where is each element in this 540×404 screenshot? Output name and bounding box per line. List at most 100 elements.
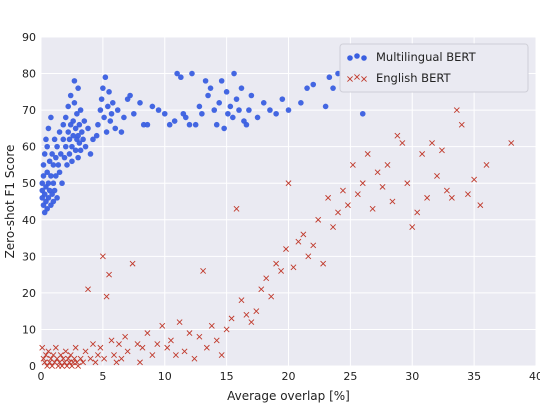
data-point-english-bert	[154, 341, 161, 347]
x-stroke	[344, 202, 351, 209]
data-point-multilingual-bert	[189, 70, 195, 77]
data-point-multilingual-bert	[100, 85, 106, 91]
y-tick-label: 50	[22, 177, 36, 190]
data-point-multilingual-bert	[304, 85, 310, 91]
legend-marker-multilingual-bert	[347, 53, 367, 61]
data-point-english-bert	[369, 205, 376, 212]
data-point-english-bert	[305, 253, 312, 260]
x-stroke	[409, 224, 416, 231]
data-point-english-bert	[111, 352, 117, 358]
x-stroke	[137, 359, 143, 366]
data-point-multilingual-bert	[80, 136, 86, 143]
x-stroke	[434, 172, 440, 179]
data-point-multilingual-bert	[58, 151, 64, 157]
data-point-multilingual-bert	[64, 162, 70, 168]
data-point-english-bert	[354, 191, 361, 198]
x-stroke	[361, 76, 367, 82]
data-point-english-bert	[45, 348, 52, 355]
data-point-english-bert	[364, 151, 371, 157]
x-stroke	[144, 330, 151, 337]
x-stroke	[414, 209, 421, 216]
data-point-english-bert	[144, 330, 151, 337]
data-point-english-bert	[258, 286, 265, 293]
legend-x-icon	[361, 76, 367, 82]
data-point-multilingual-bert	[48, 173, 54, 179]
x-stroke	[108, 337, 115, 344]
x-stroke	[330, 224, 336, 231]
legend: Multilingual BERT English BERT	[339, 43, 529, 93]
data-point-english-bert	[103, 293, 110, 300]
data-point-multilingual-bert	[44, 143, 50, 150]
y-tick-label: 60	[22, 141, 36, 154]
data-point-multilingual-bert	[109, 100, 116, 106]
x-stroke	[191, 355, 198, 362]
data-point-english-bert	[87, 355, 94, 362]
x-stroke	[99, 253, 106, 260]
data-point-multilingual-bert	[298, 100, 304, 106]
data-point-english-bert	[399, 140, 406, 146]
data-point-multilingual-bert	[50, 180, 57, 187]
data-point-multilingual-bert	[50, 162, 57, 168]
data-point-english-bert	[320, 260, 327, 267]
data-point-english-bert	[243, 311, 250, 318]
data-point-english-bert	[508, 140, 515, 146]
x-stroke	[67, 352, 74, 358]
data-point-english-bert	[248, 319, 255, 326]
data-point-english-bert	[414, 209, 421, 216]
data-point-english-bert	[384, 162, 391, 168]
data-marks	[39, 70, 515, 369]
x-stroke	[186, 330, 193, 337]
x-stroke	[394, 132, 401, 139]
data-point-english-bert	[137, 359, 143, 366]
data-point-multilingual-bert	[359, 110, 366, 117]
data-point-multilingual-bert	[70, 118, 76, 124]
data-point-english-bert	[196, 333, 203, 340]
data-point-english-bert	[168, 337, 174, 344]
tick-labels: 0 5 10 15 20 25 30 35 40 0 10 20 30 40 50 60 70 80 90	[22, 31, 540, 383]
data-point-english-bert	[424, 194, 431, 201]
data-point-english-bert	[52, 344, 59, 351]
data-point-multilingual-bert	[330, 85, 336, 91]
data-point-multilingual-bert	[207, 85, 214, 91]
y-tick-label: 30	[22, 250, 36, 263]
data-point-multilingual-bert	[106, 89, 112, 95]
x-stroke	[139, 344, 146, 351]
data-point-english-bert	[394, 132, 401, 139]
data-point-multilingual-bert	[186, 121, 193, 128]
data-point-english-bert	[285, 180, 292, 187]
data-point-multilingual-bert	[93, 132, 100, 139]
x-stroke	[44, 363, 51, 369]
data-point-multilingual-bert	[81, 118, 88, 124]
data-point-english-bert	[458, 121, 465, 128]
data-point-english-bert	[310, 242, 317, 249]
data-point-multilingual-bert	[216, 100, 222, 106]
data-point-multilingual-bert	[75, 85, 81, 91]
x-stroke	[49, 363, 56, 369]
data-point-multilingual-bert	[267, 107, 273, 113]
x-stroke	[181, 348, 188, 355]
data-point-multilingual-bert	[85, 125, 91, 132]
data-point-multilingual-bert	[40, 173, 47, 179]
data-point-english-bert	[95, 352, 101, 358]
data-point-multilingual-bert	[243, 121, 250, 128]
data-point-english-bert	[75, 363, 82, 369]
x-stroke	[208, 322, 215, 329]
data-point-english-bert	[374, 169, 381, 176]
data-point-english-bert	[434, 172, 440, 179]
x-stroke	[154, 341, 161, 347]
x-stroke	[64, 363, 70, 369]
data-point-multilingual-bert	[72, 147, 79, 154]
data-point-english-bert	[92, 359, 99, 366]
x-stroke	[248, 319, 255, 326]
x-stroke	[113, 359, 120, 366]
x-stroke	[258, 286, 265, 293]
x-tick-label: 25	[343, 370, 357, 383]
data-point-english-bert	[40, 355, 47, 362]
x-stroke	[116, 341, 122, 347]
data-point-multilingual-bert	[54, 195, 60, 201]
data-point-english-bert	[108, 337, 115, 344]
data-point-multilingual-bert	[41, 151, 48, 157]
x-stroke	[87, 355, 94, 362]
x-stroke	[508, 140, 515, 146]
